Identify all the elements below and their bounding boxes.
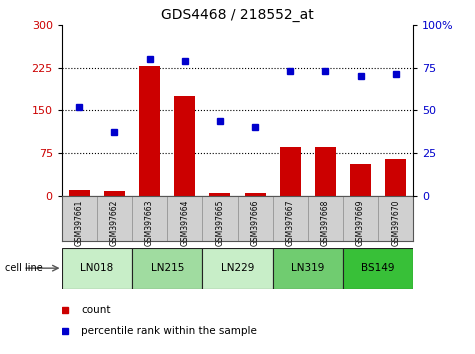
Text: count: count	[81, 305, 111, 315]
Text: GSM397662: GSM397662	[110, 199, 119, 246]
FancyBboxPatch shape	[273, 248, 343, 289]
Bar	[245, 193, 266, 196]
Bar	[350, 164, 371, 196]
Text: LN215: LN215	[151, 263, 184, 273]
Bar	[385, 159, 406, 196]
Text: BS149: BS149	[361, 263, 395, 273]
FancyBboxPatch shape	[62, 248, 132, 289]
Title: GDS4468 / 218552_at: GDS4468 / 218552_at	[161, 8, 314, 22]
Text: percentile rank within the sample: percentile rank within the sample	[81, 326, 257, 336]
Bar	[174, 96, 195, 196]
Bar	[209, 193, 230, 196]
Text: LN229: LN229	[221, 263, 254, 273]
Text: GSM397661: GSM397661	[75, 199, 84, 246]
FancyBboxPatch shape	[343, 248, 413, 289]
Text: LN018: LN018	[80, 263, 114, 273]
Text: GSM397663: GSM397663	[145, 199, 154, 246]
Text: GSM397664: GSM397664	[180, 199, 189, 246]
Text: GSM397670: GSM397670	[391, 199, 400, 246]
Bar	[104, 191, 125, 196]
Text: cell line: cell line	[5, 263, 42, 273]
Text: GSM397667: GSM397667	[286, 199, 294, 246]
FancyBboxPatch shape	[202, 248, 273, 289]
Text: GSM397665: GSM397665	[216, 199, 224, 246]
Text: GSM397668: GSM397668	[321, 199, 330, 246]
Bar	[315, 147, 336, 196]
Text: GSM397669: GSM397669	[356, 199, 365, 246]
FancyBboxPatch shape	[132, 248, 202, 289]
Text: GSM397666: GSM397666	[251, 199, 259, 246]
Bar	[139, 66, 160, 196]
Text: LN319: LN319	[291, 263, 324, 273]
Bar	[69, 190, 90, 196]
Bar	[280, 147, 301, 196]
